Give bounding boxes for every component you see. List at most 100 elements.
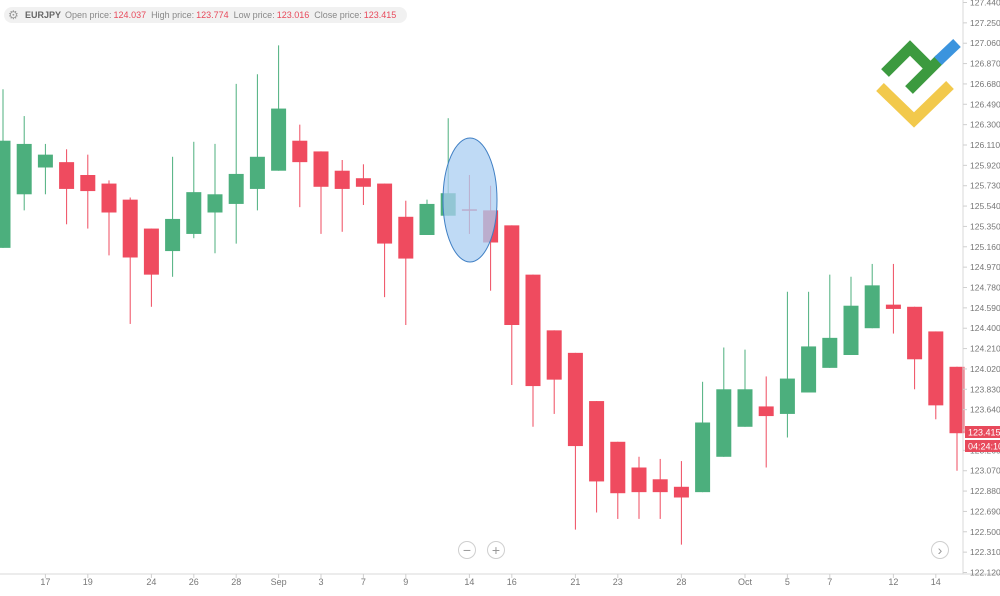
x-tick-label: 26 [189,577,199,587]
y-tick-label: 123.830 [970,384,1000,394]
candle-body [546,330,562,380]
candle [80,154,96,229]
candle [398,200,414,325]
x-tick-label: 19 [83,577,93,587]
x-tick-label: 14 [464,577,474,587]
highlight-ellipse [442,137,498,263]
candle-body [249,156,265,189]
legend-high-value: 123.774 [196,10,229,20]
chevron-right-icon: › [937,542,943,558]
y-tick-label: 123.070 [970,466,1000,476]
candle-body [271,108,287,171]
candle [928,331,944,420]
candle-body [419,203,435,235]
y-tick-label: 125.160 [970,242,1000,252]
y-axis: 122.120 122.310 122.500 122.690 122.880 123.0… [963,0,1000,578]
y-tick-label: 126.680 [970,79,1000,89]
candle [673,461,689,545]
candle [186,141,202,239]
candle-body [907,306,923,360]
y-tick-label: 122.690 [970,506,1000,516]
candle-body [843,305,859,355]
candle [59,149,75,225]
candle-body [228,173,244,204]
candle [377,183,393,298]
candle [843,276,859,355]
candle [801,291,817,393]
x-tick-label: 12 [888,577,898,587]
candle [271,45,287,171]
gear-icon[interactable]: ⚙ [8,8,19,22]
candle-body [0,140,11,248]
candle-body [695,422,711,493]
y-tick-label: 124.590 [970,303,1000,313]
candle [779,291,795,438]
candle [652,458,668,519]
legend-close-label: Close price: [314,10,362,20]
candle-body [928,331,944,406]
candle-body [949,366,965,434]
candle-body [334,170,350,189]
candle [228,83,244,244]
candle [0,89,11,248]
candle-body [122,199,138,258]
candle [610,441,626,519]
y-tick-label: 127.440 [970,0,1000,8]
scroll-right-button[interactable]: › [931,541,949,559]
legend-low-value: 123.016 [276,10,310,20]
candle-body [59,162,75,189]
x-tick-label: Sep [271,577,287,587]
legend-close-value: 123.415 [363,10,397,20]
candle-body [716,389,732,457]
candle-body [207,194,223,213]
y-tick-label: 126.490 [970,99,1000,109]
x-tick-label: 17 [40,577,50,587]
candle [631,456,647,519]
y-tick-label: 125.730 [970,181,1000,191]
candle [292,124,308,208]
legend-open-value: 124.037 [113,10,147,20]
candle [207,143,223,254]
x-tick-label: 21 [570,577,580,587]
x-tick-label: 7 [361,577,366,587]
candle-body [313,151,329,187]
y-tick-label: 122.500 [970,527,1000,537]
x-tick-label: 28 [676,577,686,587]
plus-icon: + [491,542,501,558]
candle [165,156,181,277]
candle [822,274,838,368]
zoom-in-button[interactable]: + [487,541,505,559]
x-tick-label: 16 [507,577,517,587]
candle-body [652,479,668,493]
candle-body [758,406,774,417]
candle [355,164,371,205]
minus-icon: − [462,542,472,558]
y-tick-label: 122.310 [970,547,1000,557]
y-tick-label: 122.120 [970,568,1000,578]
y-tick-label: 127.250 [970,18,1000,28]
y-tick-label: 123.640 [970,405,1000,415]
candle [567,352,583,530]
y-tick-label: 125.920 [970,160,1000,170]
candle [885,263,901,334]
candle [695,381,711,493]
zoom-out-button[interactable]: − [458,541,476,559]
candle [16,116,32,211]
x-tick-label: 7 [827,577,832,587]
symbol-legend: ⚙ EURJPY Open price: 124.037 High price:… [4,7,408,23]
candle-body [801,346,817,393]
candle-body [737,389,753,427]
brand-logo [876,39,961,128]
candle-body [355,178,371,187]
candle [334,160,350,232]
y-tick-label: 124.970 [970,262,1000,272]
candle-body [16,143,32,195]
candle [37,143,53,195]
candle-body [377,183,393,244]
x-tick-label: 28 [231,577,241,587]
candle-body [885,304,901,309]
candle-body [165,218,181,252]
x-tick-label: Oct [738,577,753,587]
